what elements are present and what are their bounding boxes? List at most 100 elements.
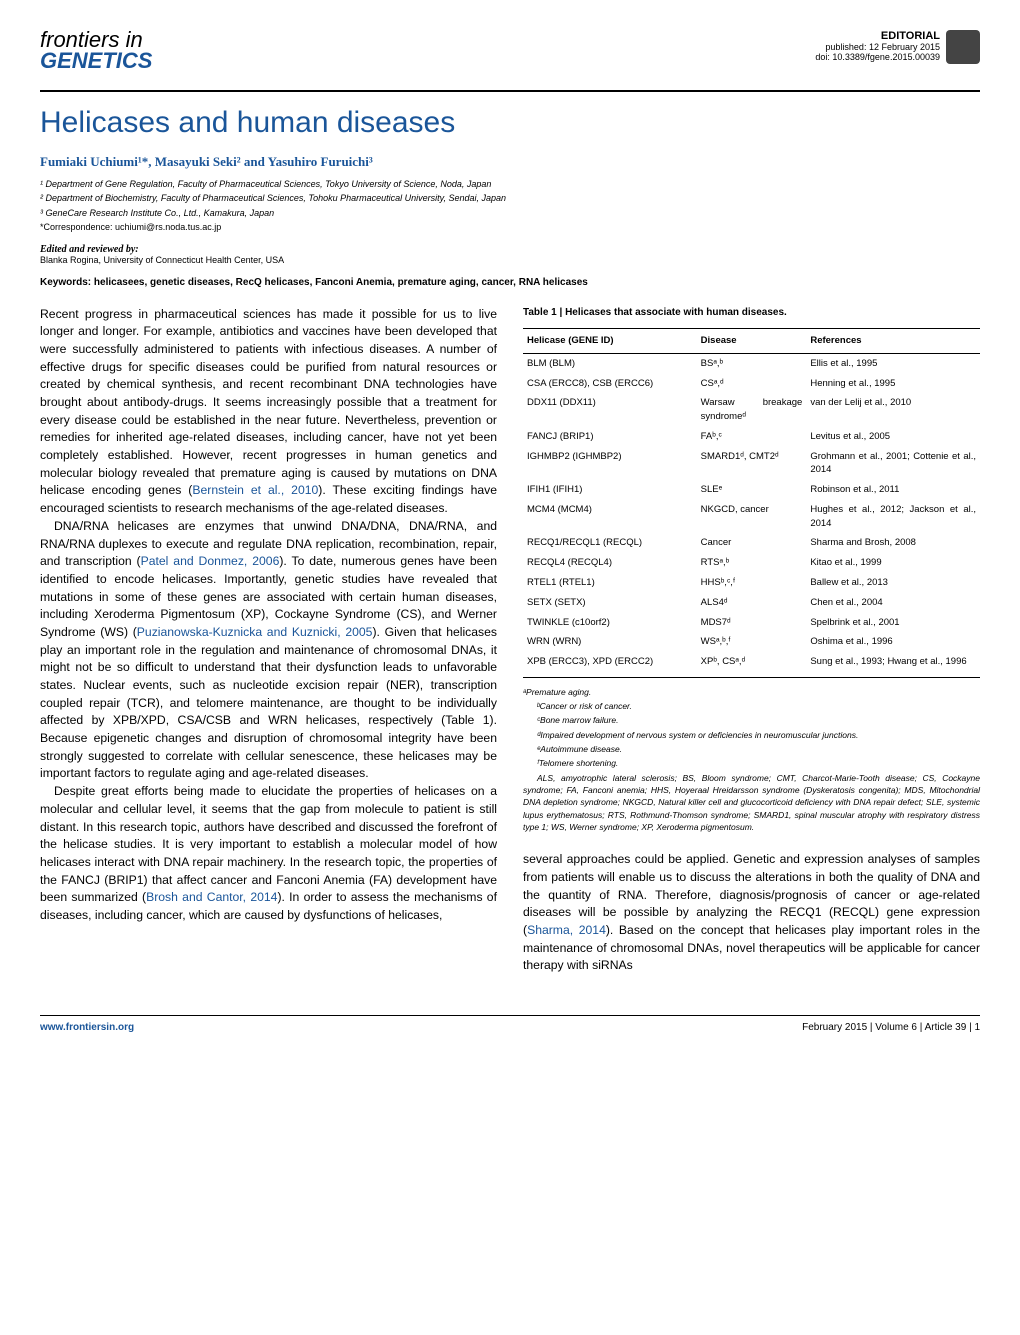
- table-header-row: Helicase (GENE ID) Disease References: [523, 329, 980, 354]
- table-cell: Ellis et al., 1995: [806, 353, 980, 373]
- table-cell: CSᵃ,ᵈ: [697, 374, 807, 394]
- body-paragraph: Recent progress in pharmaceutical scienc…: [40, 306, 497, 518]
- page-header: frontiers in GENETICS EDITORIAL publishe…: [40, 30, 980, 72]
- table-cell: RECQ1/RECQL1 (RECQL): [523, 533, 697, 553]
- correspondence: *Correspondence: uchiumi@rs.noda.tus.ac.…: [40, 222, 980, 232]
- table-cell: BLM (BLM): [523, 353, 697, 373]
- page-footer: www.frontiersin.org February 2015 | Volu…: [40, 1015, 980, 1033]
- table-header: Helicase (GENE ID): [523, 329, 697, 354]
- doi: doi: 10.3389/fgene.2015.00039: [815, 52, 940, 62]
- table-cell: XPᵇ, CSᵃ,ᵈ: [697, 652, 807, 675]
- publisher-logo-icon: [946, 30, 980, 64]
- table-cell: Henning et al., 1995: [806, 374, 980, 394]
- table-row: SETX (SETX)ALS4ᵈChen et al., 2004: [523, 593, 980, 613]
- table-caption: Table 1 | Helicases that associate with …: [523, 306, 980, 321]
- citation-link[interactable]: Sharma, 2014: [527, 923, 606, 937]
- table-cell: WRN (WRN): [523, 632, 697, 652]
- table-cell: WSᵃ,ᵇ,ᶠ: [697, 632, 807, 652]
- left-column: Recent progress in pharmaceutical scienc…: [40, 306, 497, 976]
- table-row: FANCJ (BRIP1)FAᵇ,ᶜLevitus et al., 2005: [523, 427, 980, 447]
- table-cell: ALS4ᵈ: [697, 593, 807, 613]
- journal-brand: frontiers in GENETICS: [40, 30, 152, 72]
- citation-link[interactable]: Patel and Donmez, 2006: [141, 554, 280, 568]
- table-row: BLM (BLM)BSᵃ,ᵇEllis et al., 1995: [523, 353, 980, 373]
- edited-by: Blanka Rogina, University of Connecticut…: [40, 255, 980, 265]
- table-cell: van der Lelij et al., 2010: [806, 393, 980, 427]
- footnote-line: ᵈImpaired development of nervous system …: [523, 729, 980, 741]
- body-paragraph: several approaches could be applied. Gen…: [523, 851, 980, 975]
- table-row: RECQL4 (RECQL4)RTSᵃ,ᵇKitao et al., 1999: [523, 553, 980, 573]
- table-cell: SETX (SETX): [523, 593, 697, 613]
- table-cell: CSA (ERCC8), CSB (ERCC6): [523, 374, 697, 394]
- table-cell: Levitus et al., 2005: [806, 427, 980, 447]
- article-title: Helicases and human diseases: [40, 106, 980, 140]
- table-cell: HHSᵇ,ᶜ,ᶠ: [697, 573, 807, 593]
- table-cell: Cancer: [697, 533, 807, 553]
- footnote-line: ᶠTelomere shortening.: [523, 757, 980, 769]
- table-cell: RTEL1 (RTEL1): [523, 573, 697, 593]
- table-header: Disease: [697, 329, 807, 354]
- table-row: IFIH1 (IFIH1)SLEᵉRobinson et al., 2011: [523, 480, 980, 500]
- footer-page-info: February 2015 | Volume 6 | Article 39 | …: [802, 1022, 980, 1033]
- affiliation: ¹ Department of Gene Regulation, Faculty…: [40, 178, 980, 191]
- citation-link[interactable]: Puzianowska-Kuznicka and Kuznicki, 2005: [137, 625, 373, 639]
- table-header: References: [806, 329, 980, 354]
- table-cell: RECQL4 (RECQL4): [523, 553, 697, 573]
- affiliations: ¹ Department of Gene Regulation, Faculty…: [40, 178, 980, 220]
- footnote-line: ᵇCancer or risk of cancer.: [523, 700, 980, 712]
- edited-by-label: Edited and reviewed by:: [40, 244, 980, 255]
- header-divider: [40, 90, 980, 92]
- table-cell: Ballew et al., 2013: [806, 573, 980, 593]
- footer-link[interactable]: www.frontiersin.org: [40, 1022, 134, 1033]
- body-paragraph: DNA/RNA helicases are enzymes that unwin…: [40, 518, 497, 783]
- table-cell: Sharma and Brosh, 2008: [806, 533, 980, 553]
- table-cell: Chen et al., 2004: [806, 593, 980, 613]
- affiliation: ³ GeneCare Research Institute Co., Ltd.,…: [40, 207, 980, 220]
- body-paragraph: Despite great efforts being made to eluc…: [40, 783, 497, 925]
- table-cell: Warsaw breakage syndromeᵈ: [697, 393, 807, 427]
- table-cell: MDS7ᵈ: [697, 613, 807, 633]
- right-column: Table 1 | Helicases that associate with …: [523, 306, 980, 976]
- table-cell: IGHMBP2 (IGHMBP2): [523, 447, 697, 481]
- table-cell: RTSᵃ,ᵇ: [697, 553, 807, 573]
- table-cell: IFIH1 (IFIH1): [523, 480, 697, 500]
- table-row: CSA (ERCC8), CSB (ERCC6)CSᵃ,ᵈHenning et …: [523, 374, 980, 394]
- table-row: MCM4 (MCM4)NKGCD, cancerHughes et al., 2…: [523, 500, 980, 534]
- table-bottom-rule: [523, 677, 980, 678]
- table-row: RTEL1 (RTEL1)HHSᵇ,ᶜ,ᶠBallew et al., 2013: [523, 573, 980, 593]
- table-cell: TWINKLE (c10orf2): [523, 613, 697, 633]
- table-cell: FAᵇ,ᶜ: [697, 427, 807, 447]
- pub-date: published: 12 February 2015: [815, 42, 940, 52]
- table-cell: Spelbrink et al., 2001: [806, 613, 980, 633]
- table-cell: NKGCD, cancer: [697, 500, 807, 534]
- table-cell: Sung et al., 1993; Hwang et al., 1996: [806, 652, 980, 675]
- table-cell: Grohmann et al., 2001; Cottenie et al., …: [806, 447, 980, 481]
- table-row: IGHMBP2 (IGHMBP2)SMARD1ᵈ, CMT2ᵈGrohmann …: [523, 447, 980, 481]
- article-body: Recent progress in pharmaceutical scienc…: [40, 306, 980, 976]
- table-row: DDX11 (DDX11)Warsaw breakage syndromeᵈva…: [523, 393, 980, 427]
- table-row: RECQ1/RECQL1 (RECQL)CancerSharma and Bro…: [523, 533, 980, 553]
- helicase-table: Helicase (GENE ID) Disease References BL…: [523, 328, 980, 675]
- table-cell: Robinson et al., 2011: [806, 480, 980, 500]
- table-cell: XPB (ERCC3), XPD (ERCC2): [523, 652, 697, 675]
- table-row: WRN (WRN)WSᵃ,ᵇ,ᶠOshima et al., 1996: [523, 632, 980, 652]
- table-cell: Oshima et al., 1996: [806, 632, 980, 652]
- citation-link[interactable]: Bernstein et al., 2010: [192, 483, 318, 497]
- author-link[interactable]: Fumiaki Uchiumi¹*, Masayuki Seki² and Ya…: [40, 154, 373, 169]
- article-type: EDITORIAL: [815, 30, 940, 42]
- keywords: Keywords: helicasees, genetic diseases, …: [40, 277, 980, 288]
- table-cell: Kitao et al., 1999: [806, 553, 980, 573]
- affiliation: ² Department of Biochemistry, Faculty of…: [40, 192, 980, 205]
- article-meta: EDITORIAL published: 12 February 2015 do…: [815, 30, 940, 62]
- table-cell: FANCJ (BRIP1): [523, 427, 697, 447]
- footnote-line: ᶜBone marrow failure.: [523, 714, 980, 726]
- citation-link[interactable]: Brosh and Cantor, 2014: [146, 890, 277, 904]
- table-cell: BSᵃ,ᵇ: [697, 353, 807, 373]
- author-list: Fumiaki Uchiumi¹*, Masayuki Seki² and Ya…: [40, 154, 980, 170]
- footnote-line: ᵃPremature aging.: [523, 686, 980, 698]
- table-cell: SLEᵉ: [697, 480, 807, 500]
- footnote-line: ᵉAutoimmune disease.: [523, 743, 980, 755]
- table-row: XPB (ERCC3), XPD (ERCC2)XPᵇ, CSᵃ,ᵈSung e…: [523, 652, 980, 675]
- table-cell: SMARD1ᵈ, CMT2ᵈ: [697, 447, 807, 481]
- table-cell: Hughes et al., 2012; Jackson et al., 201…: [806, 500, 980, 534]
